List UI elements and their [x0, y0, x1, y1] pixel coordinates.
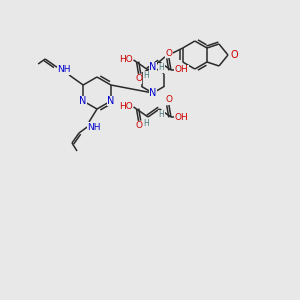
- Text: O: O: [135, 74, 142, 83]
- Text: OH: OH: [175, 112, 189, 122]
- Text: O: O: [165, 95, 172, 104]
- Text: NH: NH: [87, 122, 101, 131]
- Text: H: H: [159, 64, 164, 73]
- Text: N: N: [107, 96, 115, 106]
- Text: H: H: [159, 110, 164, 119]
- Text: H: H: [143, 71, 149, 80]
- Text: N: N: [80, 96, 87, 106]
- Text: O: O: [230, 50, 238, 60]
- Text: O: O: [135, 122, 142, 130]
- Text: N: N: [149, 88, 157, 98]
- Text: HO: HO: [119, 56, 133, 64]
- Text: H: H: [143, 118, 149, 127]
- Text: O: O: [165, 49, 172, 58]
- Text: OH: OH: [175, 65, 189, 74]
- Text: NH: NH: [57, 65, 71, 74]
- Text: N: N: [149, 62, 157, 72]
- Text: HO: HO: [119, 103, 133, 112]
